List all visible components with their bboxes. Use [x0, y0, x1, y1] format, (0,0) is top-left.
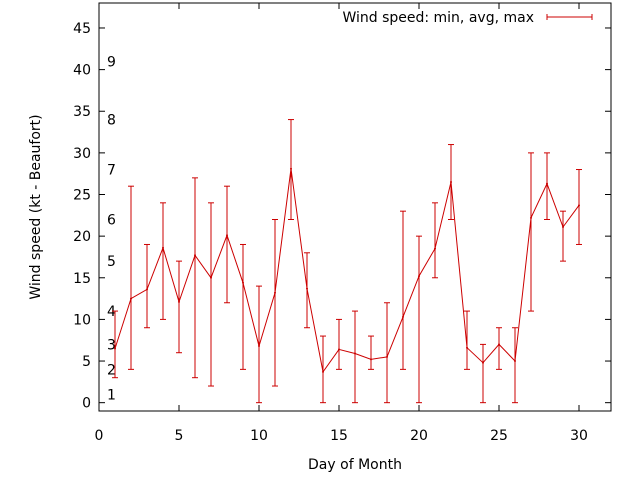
- beaufort-label: 1: [107, 387, 116, 403]
- beaufort-label: 5: [107, 254, 116, 270]
- x-tick-label: 5: [175, 428, 184, 444]
- x-tick-label: 0: [95, 428, 104, 444]
- data-point-avg: [434, 247, 436, 250]
- data-point-avg: [482, 361, 484, 364]
- data-point-avg: [114, 347, 116, 350]
- data-point-avg: [514, 360, 516, 363]
- data-point-avg: [306, 287, 308, 290]
- data-point-avg: [242, 281, 244, 284]
- y-tick-label: 20: [73, 229, 91, 245]
- data-point-avg: [546, 182, 548, 185]
- y-tick-label: 45: [73, 21, 91, 37]
- legend: Wind speed: min, avg, max: [342, 10, 593, 26]
- legend-label: Wind speed: min, avg, max: [342, 10, 534, 26]
- y-tick-label: 10: [73, 312, 91, 328]
- y-tick-label: 40: [73, 63, 91, 79]
- y-tick-label: 35: [73, 104, 91, 120]
- plot-frame: [98, 2, 612, 412]
- series-line-avg: [114, 168, 580, 374]
- x-tick-label: 20: [410, 428, 428, 444]
- axes: [98, 2, 612, 412]
- data-point-avg: [354, 352, 356, 355]
- data-point-avg: [290, 167, 292, 170]
- beaufort-label: 4: [107, 304, 116, 320]
- data-point-avg: [578, 204, 580, 207]
- beaufort-label: 7: [107, 163, 116, 179]
- beaufort-label: 2: [107, 362, 116, 378]
- data-point-avg: [210, 276, 212, 279]
- y-tick-label: 5: [82, 354, 91, 370]
- beaufort-label: 6: [107, 212, 116, 228]
- data-point-avg: [418, 275, 420, 278]
- x-tick-label: 30: [570, 428, 588, 444]
- data-point-avg: [338, 348, 340, 351]
- y-axis-label: Wind speed (kt - Beaufort): [28, 114, 44, 299]
- data-point-avg: [466, 346, 468, 349]
- beaufort-label: 8: [107, 113, 116, 129]
- x-tick-label: 15: [330, 428, 348, 444]
- data-point-avg: [562, 225, 564, 228]
- data-point-avg: [450, 181, 452, 184]
- data-point-avg: [498, 343, 500, 346]
- beaufort-label: 3: [107, 337, 116, 353]
- y-tick-label: 30: [73, 146, 91, 162]
- data-point-avg: [370, 358, 372, 361]
- data-point-avg: [402, 315, 404, 318]
- series-wind-speed: [112, 119, 582, 404]
- x-tick-label: 25: [490, 428, 508, 444]
- data-point-avg: [274, 291, 276, 294]
- data-point-avg: [322, 370, 324, 373]
- beaufort-labels: 1 2 3 4 5 6 7 8 9: [107, 54, 116, 403]
- x-axis-label: Day of Month: [308, 457, 402, 473]
- data-point-avg: [162, 246, 164, 249]
- x-tick-label: 10: [250, 428, 268, 444]
- y-tick-label: 0: [82, 396, 91, 412]
- data-point-avg: [146, 288, 148, 291]
- beaufort-label: 9: [107, 54, 116, 70]
- data-point-avg: [130, 297, 132, 300]
- y-tick-label: 15: [73, 271, 91, 287]
- data-point-avg: [258, 345, 260, 348]
- data-point-avg: [194, 254, 196, 257]
- data-point-avg: [226, 234, 228, 237]
- data-point-avg: [530, 216, 532, 219]
- data-point-avg: [386, 355, 388, 358]
- y-tick-label: 25: [73, 188, 91, 204]
- data-point-avg: [178, 300, 180, 303]
